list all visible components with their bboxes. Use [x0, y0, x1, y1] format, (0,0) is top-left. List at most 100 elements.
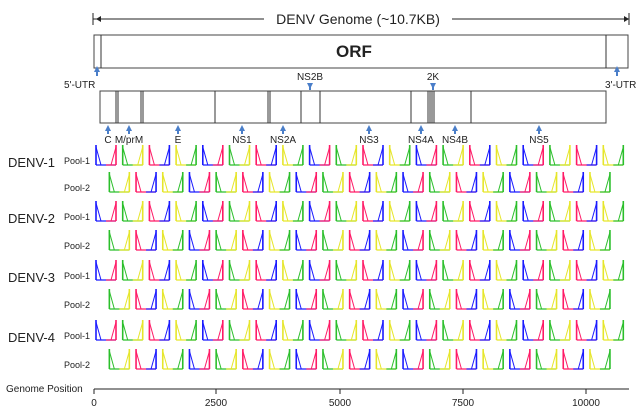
amplicon [535, 172, 558, 193]
amplicon [522, 201, 545, 222]
pool-label: Pool-2 [64, 183, 90, 193]
amplicon [388, 320, 411, 341]
pool-label: Pool-1 [64, 271, 90, 281]
amplicon [322, 230, 344, 251]
amplicon [362, 320, 384, 341]
amplicon [282, 260, 304, 281]
amplicon [108, 289, 131, 310]
amplicon [509, 172, 531, 193]
amplicon [255, 145, 278, 166]
amplicon [375, 230, 398, 251]
amplicon [242, 289, 264, 310]
amplicon [161, 230, 184, 251]
gene-label: NS2A [270, 135, 296, 146]
amplicon [442, 260, 464, 281]
amplicon [228, 145, 251, 166]
axis-label: Genome Position [6, 384, 83, 395]
gene-label: C [104, 135, 111, 146]
gene-label: NS1 [232, 135, 252, 146]
amplicon [335, 320, 358, 341]
amplicon [428, 349, 451, 370]
amplicon [282, 320, 304, 341]
serotype-label: DENV-2 [8, 211, 55, 226]
amplicon [415, 145, 438, 166]
amplicon [455, 172, 478, 193]
amplicon [108, 349, 131, 370]
amplicon [549, 320, 571, 341]
amplicon [428, 230, 451, 251]
axis-tick-label: 10000 [572, 398, 600, 409]
utr5-label: 5'-UTR [64, 80, 95, 91]
pool-label: Pool-1 [64, 331, 90, 341]
amplicon [602, 201, 625, 222]
amplicon [242, 230, 264, 251]
amplicon [535, 349, 558, 370]
gene-labels: C M/prM E NS1 NS2A NS2B NS3 NS4A 2K NS4B NS5 [104, 72, 549, 146]
amplicon [242, 172, 264, 193]
amplicon [495, 320, 518, 341]
amplicon [602, 260, 625, 281]
amplicon [95, 320, 117, 341]
amplicon [402, 230, 424, 251]
axis-tick-label: 2500 [205, 398, 228, 409]
amplicon [468, 201, 491, 222]
gene-dividers [115, 91, 472, 123]
amplicon [455, 289, 478, 310]
gene-marker-icon [366, 125, 372, 131]
gene-marker-icon [280, 125, 286, 131]
amplicon [282, 145, 304, 166]
amplicon [188, 289, 211, 310]
gene-segment-box [99, 90, 607, 124]
gene-marker-icon [452, 125, 458, 131]
amplicon [255, 320, 278, 341]
amplicon [95, 260, 117, 281]
gene-label: NS4A [408, 135, 434, 146]
amplicon [375, 289, 398, 310]
amplicon [228, 201, 251, 222]
amplicon [135, 349, 157, 370]
amplicon [455, 230, 478, 251]
amplicon [188, 349, 211, 370]
amplicon [602, 145, 625, 166]
amplicon [362, 260, 384, 281]
amplicon [428, 172, 451, 193]
amplicon [388, 201, 411, 222]
amplicon [161, 289, 184, 310]
amplicon [308, 145, 331, 166]
amplicon [535, 230, 558, 251]
amplicon [589, 230, 611, 251]
amplicon [188, 230, 211, 251]
amplicon [215, 289, 237, 310]
amplicon [295, 349, 318, 370]
amplicon [575, 260, 598, 281]
amplicon [482, 349, 504, 370]
amplicon [602, 320, 625, 341]
pool-label: Pool-1 [64, 156, 90, 166]
gene-marker-icon [418, 125, 424, 131]
amplicon [335, 145, 358, 166]
amplicon [589, 349, 611, 370]
gene-marker-icon [175, 125, 181, 131]
amplicon [322, 289, 344, 310]
amplicon [509, 349, 531, 370]
amplicon [215, 230, 237, 251]
amplicon [509, 289, 531, 310]
amplicon [562, 349, 585, 370]
amplicon [589, 289, 611, 310]
amplicon [562, 172, 585, 193]
amplicon [175, 201, 197, 222]
amplicon [415, 260, 438, 281]
amplicon [428, 289, 451, 310]
amplicon [175, 320, 197, 341]
amplicon [228, 320, 251, 341]
gene-label: NS3 [359, 135, 379, 146]
amplicon [495, 145, 518, 166]
amplicon [282, 201, 304, 222]
amplicon [402, 172, 424, 193]
axis-tick-label: 7500 [452, 398, 475, 409]
amplicon [202, 260, 224, 281]
gene-label: M/prM [115, 135, 143, 146]
amplicon [268, 172, 291, 193]
amplicon [348, 349, 371, 370]
amplicon [575, 145, 598, 166]
